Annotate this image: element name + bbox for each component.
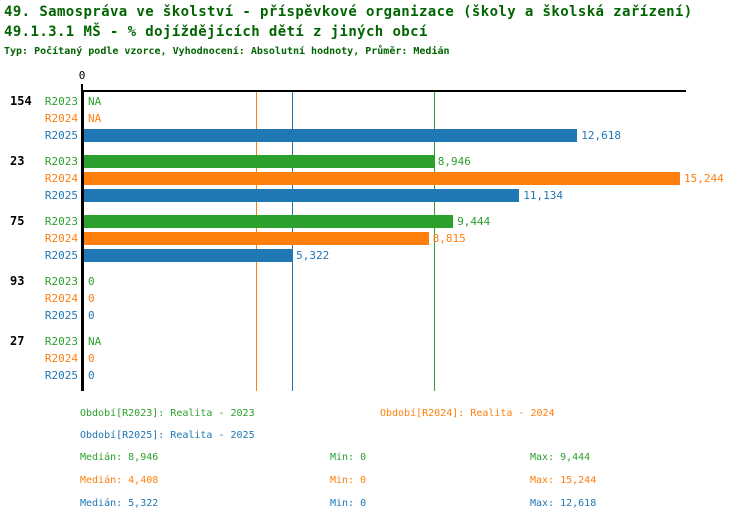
bar-value: 9,444 bbox=[457, 215, 491, 228]
bar-group-154: 154 R2023 NA R2024 NA R2025 12,618 bbox=[0, 93, 750, 144]
bar-row: R2025 11,134 bbox=[40, 187, 750, 204]
bar-row: R2023 9,444 bbox=[40, 213, 750, 230]
min-r2025: Min: 0 bbox=[330, 498, 367, 509]
legend-r2024: Období[R2024]: Realita - 2024 bbox=[380, 408, 555, 419]
bar-value: 12,618 bbox=[581, 129, 622, 142]
max-r2023: Max: 9,444 bbox=[530, 452, 591, 463]
legend-r2023: Období[R2023]: Realita - 2023 bbox=[80, 408, 255, 419]
y-axis-line bbox=[81, 90, 84, 391]
year-label: R2023 bbox=[44, 155, 78, 168]
group-label: 23 bbox=[10, 154, 25, 168]
year-label: R2023 bbox=[44, 215, 78, 228]
bar-value: 0 bbox=[88, 275, 95, 288]
bar-row: R2024 0 bbox=[40, 290, 750, 307]
year-label: R2025 bbox=[44, 189, 78, 202]
bar-row: R2023 8,946 bbox=[40, 153, 750, 170]
bar-value: 0 bbox=[88, 292, 95, 305]
bar-value: 0 bbox=[88, 309, 95, 322]
bar-value: NA bbox=[88, 95, 102, 108]
bar-row: R2025 0 bbox=[40, 307, 750, 324]
x-axis-line bbox=[81, 90, 686, 92]
year-label: R2024 bbox=[44, 292, 78, 305]
bar-r2023 bbox=[84, 215, 454, 228]
indicator-meta: Typ: Počítaný podle vzorce, Vyhodnocení:… bbox=[4, 46, 450, 57]
bar-value: 0 bbox=[88, 352, 95, 365]
bar-r2025 bbox=[84, 189, 520, 202]
bar-row: R2025 12,618 bbox=[40, 127, 750, 144]
year-label: R2024 bbox=[44, 232, 78, 245]
bar-row: R2025 0 bbox=[40, 367, 750, 384]
median-r2025: Medián: 5,322 bbox=[80, 498, 159, 509]
year-label: R2023 bbox=[44, 275, 78, 288]
bar-row: R2023 0 bbox=[40, 273, 750, 290]
min-r2024: Min: 0 bbox=[330, 475, 367, 486]
bar-r2024 bbox=[84, 232, 429, 245]
bar-row: R2024 NA bbox=[40, 110, 750, 127]
year-label: R2025 bbox=[44, 309, 78, 322]
x-axis-zero-tick-label: 0 bbox=[78, 69, 86, 82]
group-label: 154 bbox=[10, 94, 32, 108]
bar-value: NA bbox=[88, 335, 102, 348]
year-label: R2024 bbox=[44, 352, 78, 365]
bar-value: 15,244 bbox=[684, 172, 724, 185]
year-label: R2023 bbox=[44, 95, 78, 108]
year-label: R2024 bbox=[44, 112, 78, 125]
bar-value: 8,946 bbox=[437, 155, 471, 168]
bar-r2024 bbox=[84, 172, 680, 185]
page-title: 49. Samospráva ve školství - příspěvkové… bbox=[4, 4, 693, 20]
group-label: 27 bbox=[10, 334, 25, 348]
bar-value: 5,322 bbox=[296, 249, 330, 262]
year-label: R2025 bbox=[44, 369, 78, 382]
legend-r2025: Období[R2025]: Realita - 2025 bbox=[80, 430, 255, 441]
bar-r2025 bbox=[84, 249, 293, 262]
year-label: R2025 bbox=[44, 249, 78, 262]
bar-group-27: 27 R2023 NA R2024 0 R2025 0 bbox=[0, 333, 750, 384]
max-r2025: Max: 12,618 bbox=[530, 498, 597, 509]
bar-value: 11,134 bbox=[523, 189, 564, 202]
bar-value: 0 bbox=[88, 369, 95, 382]
bar-group-75: 75 R2023 9,444 R2024 8,815 R2025 5,322 bbox=[0, 213, 750, 264]
max-r2024: Max: 15,244 bbox=[530, 475, 597, 486]
year-label: R2023 bbox=[44, 335, 78, 348]
group-label: 93 bbox=[10, 274, 25, 288]
year-label: R2024 bbox=[44, 172, 78, 185]
bar-row: R2023 NA bbox=[40, 333, 750, 350]
min-r2023: Min: 0 bbox=[330, 452, 367, 463]
bar-group-23: 23 R2023 8,946 R2024 15,244 R2025 11,134 bbox=[0, 153, 750, 204]
median-r2023: Medián: 8,946 bbox=[80, 452, 159, 463]
group-label: 75 bbox=[10, 214, 25, 228]
x-axis-zero-tick bbox=[81, 84, 83, 90]
indicator-subtitle: 49.1.3.1 MŠ - % dojíždějících dětí z jin… bbox=[4, 24, 428, 40]
bar-row: R2024 0 bbox=[40, 350, 750, 367]
bar-r2025 bbox=[84, 129, 578, 142]
bar-row: R2023 NA bbox=[40, 93, 750, 110]
year-label: R2025 bbox=[44, 129, 78, 142]
bar-row: R2024 8,815 bbox=[40, 230, 750, 247]
bar-group-93: 93 R2023 0 R2024 0 R2025 0 bbox=[0, 273, 750, 324]
bar-row: R2024 15,244 bbox=[40, 170, 750, 187]
bar-value: 8,815 bbox=[432, 232, 466, 245]
median-line-r2023 bbox=[433, 92, 435, 391]
bar-row: R2025 5,322 bbox=[40, 247, 750, 264]
bar-value: NA bbox=[88, 112, 102, 125]
bar-r2023 bbox=[84, 155, 434, 168]
median-r2024: Medián: 4,408 bbox=[80, 475, 159, 486]
